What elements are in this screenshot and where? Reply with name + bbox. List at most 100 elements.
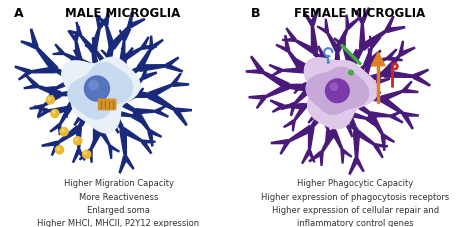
Polygon shape [57, 126, 81, 144]
Polygon shape [355, 130, 376, 146]
Polygon shape [413, 74, 430, 86]
Polygon shape [79, 60, 104, 93]
Polygon shape [173, 82, 189, 86]
Polygon shape [376, 72, 382, 82]
Polygon shape [349, 158, 358, 174]
Polygon shape [124, 156, 134, 169]
Polygon shape [166, 64, 182, 72]
Polygon shape [281, 68, 302, 73]
Circle shape [46, 96, 55, 104]
Polygon shape [304, 13, 314, 25]
Polygon shape [381, 135, 385, 150]
Circle shape [73, 137, 82, 145]
Polygon shape [355, 158, 364, 171]
Polygon shape [306, 67, 369, 114]
Polygon shape [174, 109, 187, 125]
Polygon shape [348, 125, 357, 129]
Polygon shape [93, 129, 97, 141]
Polygon shape [112, 110, 133, 117]
Polygon shape [384, 70, 414, 77]
Polygon shape [326, 32, 339, 51]
Polygon shape [304, 87, 339, 107]
Polygon shape [96, 91, 104, 129]
Polygon shape [67, 91, 80, 108]
Polygon shape [332, 90, 342, 132]
Polygon shape [313, 51, 341, 93]
Polygon shape [342, 149, 352, 157]
Polygon shape [94, 49, 109, 68]
Polygon shape [85, 45, 96, 51]
Polygon shape [58, 106, 68, 114]
Polygon shape [361, 8, 369, 23]
Polygon shape [98, 16, 107, 26]
Polygon shape [333, 47, 364, 93]
Polygon shape [92, 50, 105, 91]
Polygon shape [325, 19, 328, 32]
Polygon shape [280, 141, 289, 154]
Polygon shape [96, 88, 124, 131]
Polygon shape [321, 130, 336, 153]
Polygon shape [386, 27, 405, 32]
Polygon shape [354, 132, 360, 159]
Polygon shape [294, 85, 301, 93]
Polygon shape [71, 58, 81, 61]
Circle shape [53, 111, 55, 114]
Polygon shape [301, 77, 319, 86]
Text: FEMALE MICROGLIA: FEMALE MICROGLIA [294, 7, 426, 20]
Polygon shape [272, 69, 282, 76]
Polygon shape [76, 22, 82, 35]
Polygon shape [402, 113, 413, 129]
Polygon shape [388, 57, 402, 61]
Polygon shape [133, 110, 151, 132]
Circle shape [330, 83, 337, 90]
Polygon shape [391, 115, 402, 123]
Polygon shape [58, 125, 61, 134]
Polygon shape [74, 116, 82, 125]
Polygon shape [62, 57, 140, 133]
Polygon shape [292, 121, 295, 131]
Polygon shape [35, 46, 58, 72]
Polygon shape [290, 84, 301, 87]
Polygon shape [122, 128, 144, 142]
Polygon shape [80, 100, 85, 117]
Polygon shape [148, 131, 153, 146]
Polygon shape [74, 50, 82, 60]
Polygon shape [291, 104, 296, 116]
Polygon shape [382, 54, 401, 76]
Text: Higher Migration Capacity
More Reactiveness
Enlarged soma
Higher MHCI, MHCII, P2: Higher Migration Capacity More Reactiven… [37, 179, 200, 227]
Polygon shape [261, 71, 289, 89]
Polygon shape [78, 89, 104, 129]
Polygon shape [136, 88, 144, 97]
Polygon shape [399, 41, 403, 54]
Polygon shape [80, 149, 91, 160]
Polygon shape [413, 69, 428, 78]
Polygon shape [368, 113, 384, 136]
Polygon shape [68, 62, 133, 119]
Polygon shape [285, 36, 290, 51]
Polygon shape [281, 103, 295, 109]
Polygon shape [251, 56, 264, 73]
Polygon shape [172, 74, 181, 85]
Polygon shape [360, 60, 372, 82]
Polygon shape [94, 128, 103, 136]
Circle shape [57, 147, 60, 150]
Polygon shape [400, 47, 415, 56]
Polygon shape [381, 90, 404, 101]
Polygon shape [373, 92, 381, 100]
Polygon shape [273, 105, 283, 112]
Polygon shape [36, 85, 61, 97]
Polygon shape [264, 84, 289, 98]
Polygon shape [74, 27, 80, 40]
Polygon shape [368, 49, 373, 61]
Polygon shape [346, 18, 359, 29]
Polygon shape [47, 106, 69, 112]
Polygon shape [383, 134, 394, 142]
Polygon shape [375, 144, 387, 147]
Polygon shape [119, 58, 127, 79]
Polygon shape [21, 41, 36, 49]
Polygon shape [272, 140, 288, 144]
Polygon shape [343, 46, 354, 68]
Polygon shape [310, 88, 341, 129]
Circle shape [326, 79, 349, 103]
Polygon shape [351, 49, 357, 60]
